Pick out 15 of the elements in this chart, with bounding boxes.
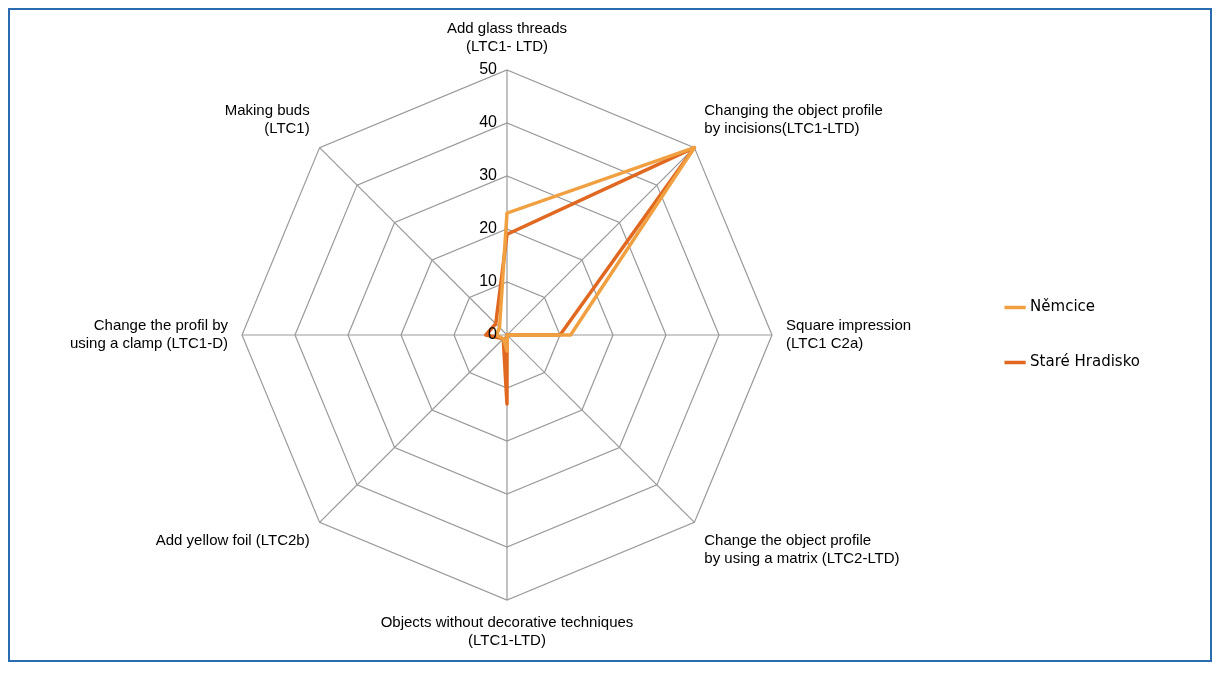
spoke-label: Making buds (LTC1) bbox=[224, 100, 310, 136]
spoke-label: Change the profil by using a clamp (LTC1-D) bbox=[69, 316, 229, 352]
spoke-label: Add glass threads (LTC1- LTD) bbox=[446, 19, 568, 55]
legend-label: Staré Hradisko bbox=[1030, 352, 1141, 371]
y-tick-label: 30 bbox=[479, 166, 498, 184]
y-tick-label: 10 bbox=[479, 272, 498, 290]
legend-label: Němcice bbox=[1030, 297, 1096, 316]
spoke-label: Change the object profile by using a matrix (LTC2-LTD) bbox=[704, 531, 900, 567]
spoke-label: Changing the object profile by incisions(LTC1-LTD) bbox=[704, 100, 883, 136]
spoke-label: Add yellow foil (LTC2b) bbox=[155, 531, 310, 549]
y-tick-label: 20 bbox=[479, 219, 498, 237]
y-tick-label: 40 bbox=[479, 113, 498, 131]
spoke-label: Square impression (LTC1 C2a) bbox=[786, 316, 912, 352]
spoke-label: Objects without decorative techniques (LTC1-LTD) bbox=[380, 613, 634, 649]
y-tick-label: 50 bbox=[479, 60, 498, 78]
